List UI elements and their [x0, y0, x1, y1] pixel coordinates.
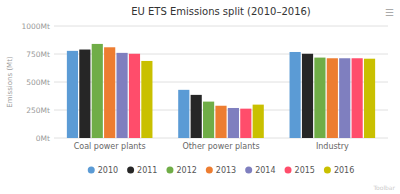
- legend-marker: [245, 167, 252, 174]
- bar: [215, 106, 226, 138]
- y-tick-label: 750Mt: [26, 50, 50, 59]
- bar: [178, 90, 189, 138]
- legend-marker: [166, 167, 173, 174]
- bar: [290, 52, 301, 138]
- legend-label: 2010: [98, 166, 118, 175]
- y-tick-label: 1000Mt: [22, 22, 51, 31]
- legend-item: 2016: [324, 166, 354, 175]
- bar: [228, 108, 239, 138]
- legend-marker: [285, 167, 292, 174]
- chart: EU ETS Emissions split (2010–2016) 0Mt 250…: [0, 0, 400, 194]
- bar: [253, 105, 264, 138]
- x-tick-label: Other power plants: [182, 142, 259, 151]
- legend-item: 2012: [166, 166, 196, 175]
- bar: [339, 58, 350, 138]
- legend-marker: [127, 167, 134, 174]
- legend-marker: [88, 167, 95, 174]
- bar: [67, 51, 78, 138]
- legend: 2010 2011 2012 2013 2014 2015 2016: [88, 166, 355, 175]
- legend-label: 2011: [137, 166, 157, 175]
- bar: [327, 58, 338, 138]
- bar: [240, 109, 251, 138]
- bar: [364, 59, 375, 138]
- annotation: Toolbar: [372, 184, 395, 191]
- menu-icon: ☰: [385, 7, 394, 18]
- bar: [191, 95, 202, 138]
- legend-label: 2014: [255, 166, 275, 175]
- legend-item: 2014: [245, 166, 275, 175]
- bar: [352, 58, 363, 138]
- legend-label: 2016: [334, 166, 354, 175]
- bar: [203, 102, 214, 138]
- bar: [104, 47, 115, 138]
- y-tick-label: 250Mt: [26, 106, 50, 115]
- legend-item: 2015: [285, 166, 315, 175]
- legend-item: 2011: [127, 166, 157, 175]
- title: EU ETS Emissions split (2010–2016): [131, 6, 311, 17]
- bar: [79, 50, 90, 138]
- bar: [302, 54, 313, 138]
- bar: [116, 53, 127, 138]
- bar: [314, 58, 325, 138]
- legend-item: 2013: [206, 166, 236, 175]
- legend-marker: [206, 167, 213, 174]
- bar: [129, 54, 140, 138]
- bar: [141, 61, 152, 138]
- y-tick-label: 500Mt: [26, 78, 50, 87]
- grid: [54, 26, 388, 138]
- legend-label: 2013: [216, 166, 236, 175]
- legend-marker: [324, 167, 331, 174]
- y-tick-label: 0Mt: [36, 134, 50, 143]
- grid-line: [54, 26, 388, 27]
- x-tick-label: Industry: [316, 142, 349, 151]
- y-axis-label: Emissions (Mt): [6, 56, 14, 108]
- bars: [67, 44, 375, 138]
- legend-label: 2015: [295, 166, 315, 175]
- legend-item: 2010: [88, 166, 118, 175]
- legend-label: 2012: [176, 166, 196, 175]
- x-tick-label: Coal power plants: [74, 142, 146, 151]
- bar: [92, 44, 103, 138]
